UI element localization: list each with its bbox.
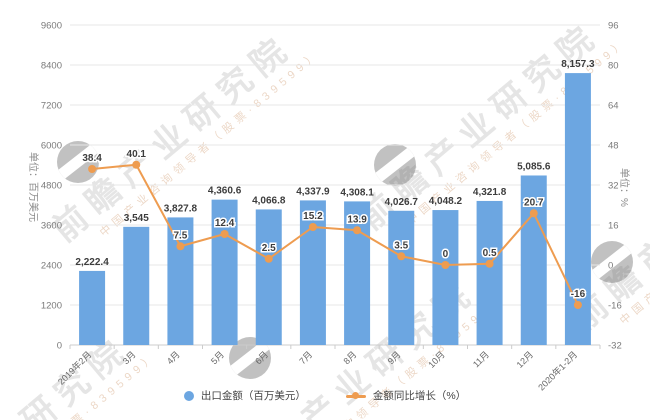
y-left-tick-label: 6000 xyxy=(41,141,62,152)
y-left-unit-label: 单位：百万美元 xyxy=(27,152,40,222)
x-category-label: 9月 xyxy=(386,349,403,366)
bar-series-swatch-icon xyxy=(183,390,194,401)
bar-value-label: 4,337.9 xyxy=(296,186,330,197)
bar-value-label: 2,222.4 xyxy=(75,257,109,268)
x-category-label: 5月 xyxy=(209,349,226,366)
y-right-tick-label: 32 xyxy=(608,181,619,192)
export-amount-bar xyxy=(344,201,371,345)
x-category-label: 4月 xyxy=(165,349,182,366)
line-value-label: 12.4 xyxy=(215,218,235,229)
y-left-tick-label: 7200 xyxy=(41,101,62,112)
export-amount-bar xyxy=(255,209,282,345)
y-left-tick-label: 4800 xyxy=(41,181,62,192)
growth-line-point xyxy=(353,226,362,235)
growth-line-point xyxy=(220,230,229,238)
legend-item-export-amount[interactable]: 出口金额（百万美元） xyxy=(183,388,306,403)
export-amount-bar xyxy=(123,226,150,345)
growth-line-point xyxy=(397,252,406,261)
line-value-label: 40.1 xyxy=(127,149,147,160)
y-right-unit-label: 单位：% xyxy=(618,168,631,207)
line-value-label: 0 xyxy=(443,249,449,260)
line-value-label: 0.5 xyxy=(483,248,497,259)
export-amount-bar xyxy=(211,199,238,345)
bar-value-label: 4,026.7 xyxy=(385,197,419,208)
export-amount-bar xyxy=(520,175,547,345)
export-amount-bar xyxy=(432,210,459,345)
line-value-label: 15.2 xyxy=(303,211,323,222)
x-category-label: 10月 xyxy=(426,349,447,370)
bar-value-label: 4,360.6 xyxy=(208,186,242,197)
y-right-tick-label: -16 xyxy=(608,301,622,312)
growth-line-point xyxy=(88,165,97,173)
export-amount-bar xyxy=(564,73,591,345)
bar-value-label: 4,308.1 xyxy=(340,187,374,198)
y-right-tick-label: 64 xyxy=(608,101,619,112)
y-right-tick-label: 48 xyxy=(608,141,619,152)
legend-label-export-amount: 出口金额（百万美元） xyxy=(200,390,306,402)
export-amount-bar xyxy=(388,210,415,345)
y-left-tick-label: 8400 xyxy=(41,61,62,72)
y-left-tick-label: 2400 xyxy=(41,261,62,272)
y-left-tick-label: 9600 xyxy=(41,21,62,32)
y-left-tick-label: 1200 xyxy=(41,301,62,312)
legend-item-growth-rate[interactable]: 金额同比增长（%） xyxy=(345,388,467,403)
x-category-label: 3月 xyxy=(121,349,138,366)
growth-rate-line xyxy=(91,163,579,306)
bar-value-label: 3,545 xyxy=(124,213,149,224)
x-category-label: 8月 xyxy=(342,349,359,366)
growth-line-point xyxy=(485,259,494,268)
export-amount-bar xyxy=(79,270,106,345)
y-right-tick-label: 80 xyxy=(608,61,619,72)
bar-value-label: 4,321.8 xyxy=(473,187,507,198)
growth-line-point xyxy=(573,301,582,309)
y-left-tick-label: 0 xyxy=(57,341,62,352)
bar-value-label: 4,066.8 xyxy=(252,195,286,206)
x-category-label: 11月 xyxy=(471,349,491,369)
y-right-tick-label: -32 xyxy=(608,341,622,352)
line-series-swatch-icon xyxy=(345,391,366,401)
export-amount-bar xyxy=(299,200,326,345)
line-value-label: 3.5 xyxy=(394,240,408,251)
bar-value-label: 8,157.3 xyxy=(561,59,595,70)
y-left-tick-label: 3600 xyxy=(41,221,62,232)
growth-line-point xyxy=(132,160,141,169)
legend-label-growth-rate: 金额同比增长（%） xyxy=(372,390,467,402)
x-category-label: 7月 xyxy=(297,349,314,366)
line-value-label: -16 xyxy=(571,289,586,300)
y-right-tick-label: 16 xyxy=(608,221,619,232)
growth-line-point xyxy=(308,223,317,231)
line-value-label: 13.9 xyxy=(347,214,367,225)
line-value-label: 38.4 xyxy=(82,153,102,164)
y-right-tick-label: 0 xyxy=(608,261,613,272)
chart-legend: 出口金额（百万美元） 金额同比增长（%） xyxy=(0,388,650,403)
line-value-label: 2.5 xyxy=(262,243,276,254)
growth-line-point xyxy=(176,242,185,251)
x-category-label: 6月 xyxy=(253,349,270,366)
bar-value-label: 3,827.8 xyxy=(164,203,198,214)
x-category-label: 2020年1-2月 xyxy=(535,349,579,393)
bar-value-label: 5,085.6 xyxy=(517,161,551,172)
growth-line-point xyxy=(441,261,450,269)
x-category-label: 2019年2月 xyxy=(55,349,93,387)
bar-value-label: 4,048.2 xyxy=(429,196,463,207)
line-value-label: 7.5 xyxy=(173,230,187,241)
x-category-label: 12月 xyxy=(515,349,536,370)
export-amount-bar xyxy=(167,217,194,345)
y-right-tick-label: 96 xyxy=(608,21,619,32)
export-amount-bar xyxy=(476,200,503,345)
growth-line-point xyxy=(529,209,538,218)
line-value-label: 20.7 xyxy=(524,197,544,208)
growth-line-point xyxy=(264,254,273,263)
